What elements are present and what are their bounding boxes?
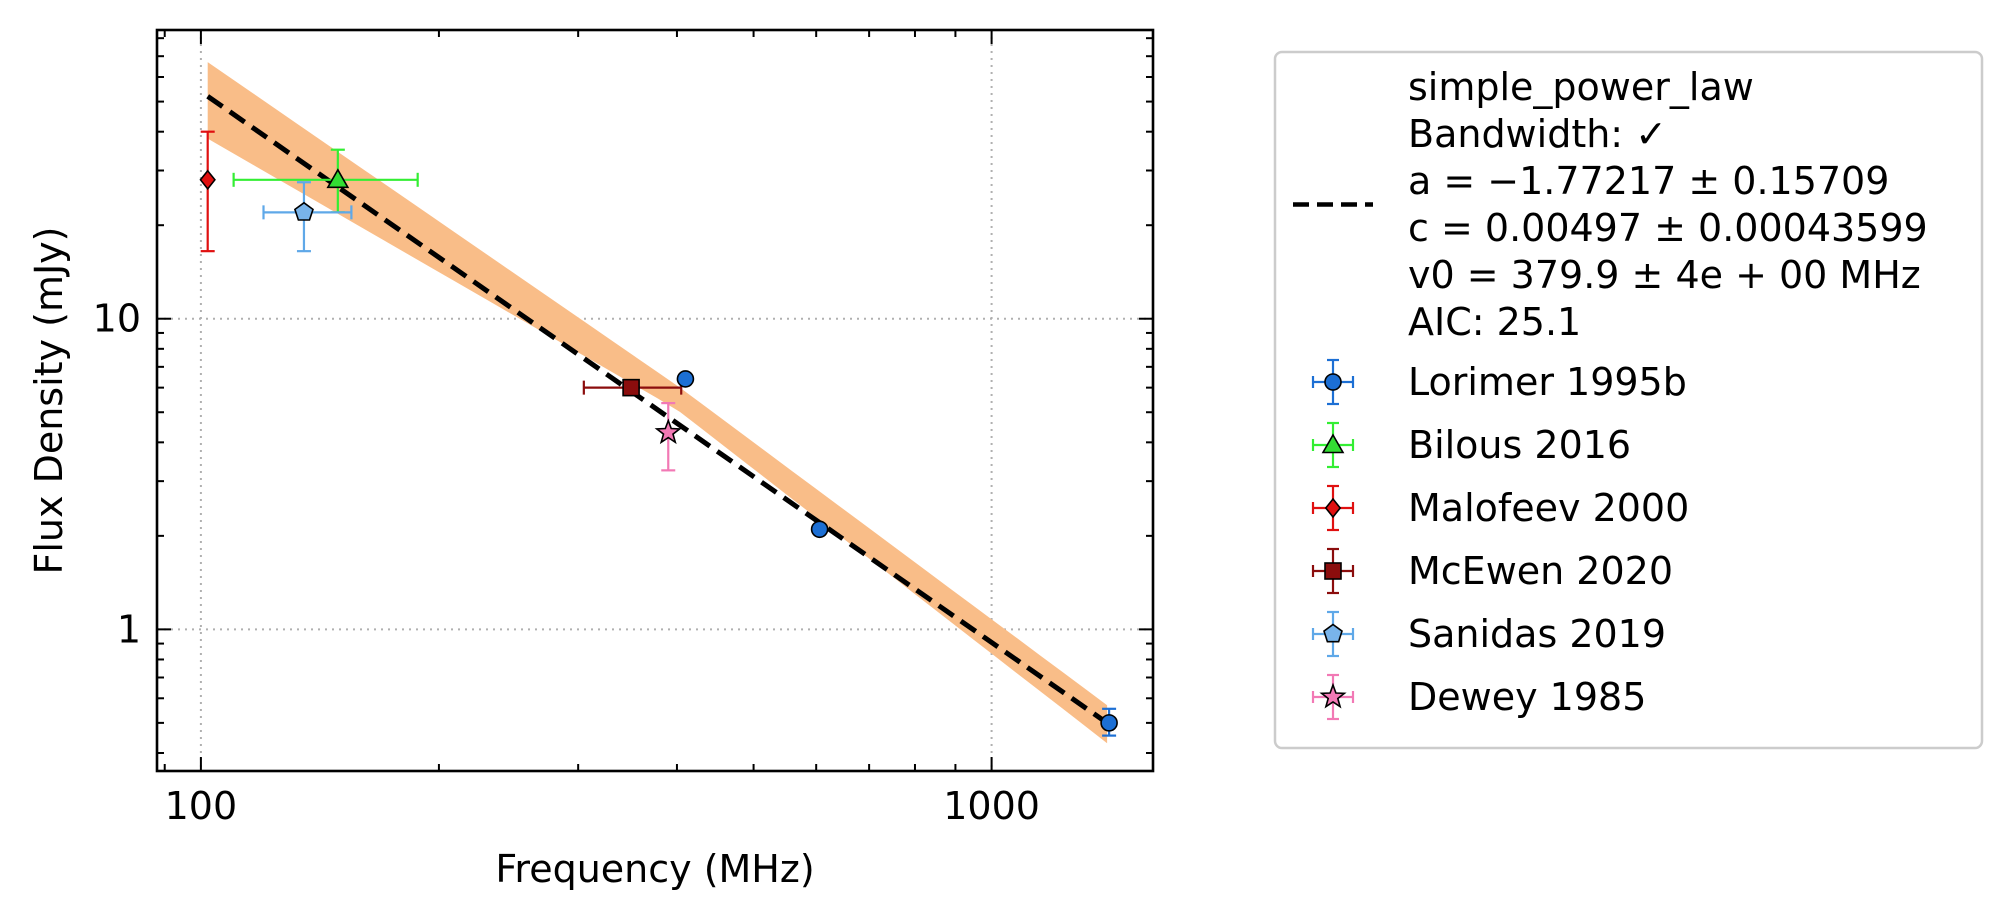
legend-entry-lorimer-1995b: Lorimer 1995b: [1311, 358, 1687, 406]
data-point-mcewen-2020: [622, 378, 640, 397]
legend-entry-bilous-2016: Bilous 2016: [1311, 421, 1631, 469]
legend-entry-mcewen-2020: McEwen 2020: [1311, 547, 1673, 595]
y-tick-label: 1: [117, 607, 141, 651]
legend-marker-bilous-2016: [1321, 433, 1345, 454]
x-tick-label: 1000: [943, 784, 1040, 828]
fit-line: [206, 94, 1109, 725]
axes-frame: [155, 28, 1155, 773]
legend-fit-line-2: Bandwidth: ✓: [1408, 112, 1667, 156]
legend-entry-malofeev-2000: Malofeev 2000: [1311, 484, 1689, 532]
errorbar-malofeev-2000: [200, 130, 215, 253]
legend-fit-line-5: v0 = 379.9 ± 4e + 00 MHz: [1408, 253, 1921, 297]
data-point-lorimer-1995b: [676, 370, 695, 388]
data-point-lorimer-1995b: [1100, 714, 1118, 732]
x-axis-label: Frequency (MHz): [495, 847, 814, 891]
legend-entry-sanidas-2019: Sanidas 2019: [1311, 610, 1666, 658]
data-point-dewey-1985: [654, 418, 682, 445]
legend-fit-line-6: AIC: 25.1: [1408, 300, 1581, 344]
legend-marker-dewey-1985: [1319, 682, 1347, 709]
x-tick-label: 100: [165, 784, 238, 828]
legend-fit-line-4: c = 0.00497 ± 0.00043599: [1408, 206, 1928, 250]
legend-box: [1273, 50, 1984, 750]
legend-entry-dewey-1985: Dewey 1985: [1311, 673, 1646, 721]
legend-label-sanidas-2019: Sanidas 2019: [1408, 612, 1666, 656]
legend-label-lorimer-1995b: Lorimer 1995b: [1408, 360, 1687, 404]
legend-marker-sanidas-2019: [1323, 623, 1343, 643]
axis-ticks: 100 1000 1 10: [93, 30, 1153, 828]
legend-fit-line-3: a = −1.77217 ± 0.15709: [1408, 159, 1889, 203]
data-point-bilous-2016: [326, 168, 350, 189]
legend-label-dewey-1985: Dewey 1985: [1408, 675, 1646, 719]
data-points: [199, 168, 1118, 732]
y-tick-label: 10: [93, 297, 141, 341]
plot-area: 100 1000 1 10: [93, 28, 1155, 828]
data-point-malofeev-2000: [199, 169, 216, 191]
legend-marker-malofeev-2000: [1324, 497, 1342, 519]
legend-marker-mcewen-2020: [1324, 562, 1342, 580]
y-axis-label: Flux Density (mJy): [27, 227, 71, 575]
legend-series-entries: Lorimer 1995b Bilous 2016 Malofeev 2000 McE…: [1311, 358, 1689, 721]
legend-label-mcewen-2020: McEwen 2020: [1408, 549, 1673, 593]
legend-label-bilous-2016: Bilous 2016: [1408, 423, 1631, 467]
fit-uncertainty-band: [207, 62, 1108, 744]
legend-label-malofeev-2000: Malofeev 2000: [1408, 486, 1689, 530]
legend-fit-line-1: simple_power_law: [1408, 65, 1754, 109]
data-point-sanidas-2019: [293, 201, 314, 221]
legend: simple_power_law Bandwidth: ✓ a = −1.772…: [1273, 50, 1984, 750]
data-point-lorimer-1995b: [810, 520, 829, 539]
legend-marker-lorimer-1995b: [1324, 373, 1342, 391]
